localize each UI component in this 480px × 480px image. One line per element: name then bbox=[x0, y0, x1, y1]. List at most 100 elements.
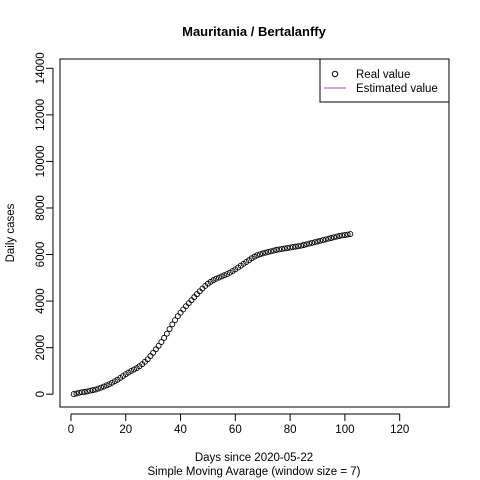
data-point bbox=[309, 239, 315, 246]
data-point bbox=[330, 234, 337, 241]
data-point bbox=[70, 391, 77, 398]
y-tick-label: 8000 bbox=[35, 195, 47, 221]
y-tick-label: 12000 bbox=[35, 99, 47, 131]
data-points bbox=[70, 231, 354, 398]
data-point bbox=[303, 241, 310, 248]
data-point bbox=[172, 317, 179, 324]
data-point bbox=[210, 277, 217, 284]
data-point bbox=[103, 382, 110, 389]
data-point bbox=[221, 272, 228, 279]
data-point bbox=[161, 334, 168, 341]
data-point bbox=[84, 388, 91, 395]
data-point bbox=[311, 239, 318, 246]
legend-box bbox=[319, 58, 450, 103]
chart-subtitle: Simple Moving Avarage (window size = 7) bbox=[148, 466, 361, 478]
data-point bbox=[76, 389, 83, 396]
legend-label-estimated: Estimated value bbox=[356, 83, 438, 95]
y-tick-label: 14000 bbox=[35, 52, 47, 84]
data-point bbox=[289, 244, 296, 251]
y-axis-label: Daily cases bbox=[5, 203, 17, 262]
legend: Real value Estimated value bbox=[319, 58, 450, 103]
data-point bbox=[273, 246, 280, 253]
data-point bbox=[111, 378, 118, 385]
data-point bbox=[81, 388, 88, 395]
data-point bbox=[347, 231, 354, 237]
x-tick-label: 40 bbox=[174, 424, 187, 436]
data-point bbox=[341, 232, 348, 238]
data-point bbox=[254, 252, 261, 259]
data-point bbox=[188, 297, 195, 304]
data-point bbox=[333, 233, 340, 240]
y-tick-label: 2000 bbox=[35, 335, 47, 361]
data-point bbox=[251, 253, 258, 260]
x-tick-label: 20 bbox=[119, 424, 132, 436]
data-point bbox=[150, 349, 157, 356]
data-point bbox=[158, 339, 165, 346]
data-point bbox=[73, 390, 80, 397]
y-tick-label: 4000 bbox=[35, 288, 47, 314]
data-point bbox=[191, 294, 198, 301]
data-point bbox=[281, 245, 288, 252]
data-point bbox=[298, 242, 305, 249]
data-point bbox=[336, 232, 343, 239]
data-point bbox=[292, 243, 299, 250]
data-point bbox=[325, 235, 332, 242]
data-point bbox=[155, 342, 162, 349]
legend-circle-marker bbox=[331, 70, 339, 78]
plot-frame bbox=[59, 58, 450, 408]
data-point bbox=[106, 381, 113, 388]
data-point bbox=[218, 273, 225, 280]
data-point bbox=[152, 346, 159, 353]
data-point bbox=[322, 236, 329, 243]
data-point bbox=[87, 387, 94, 394]
x-axis: 0 20 40 60 80 100 120 bbox=[68, 413, 409, 436]
x-tick-label: 80 bbox=[284, 424, 297, 436]
x-axis-label: Days since 2020-05-22 bbox=[195, 452, 313, 464]
data-point bbox=[92, 386, 99, 393]
data-point bbox=[287, 244, 294, 251]
y-tick-label: 10000 bbox=[35, 145, 47, 177]
data-point bbox=[180, 306, 187, 313]
data-point bbox=[267, 248, 274, 255]
data-point bbox=[265, 249, 272, 255]
data-point bbox=[163, 330, 170, 337]
data-point bbox=[328, 235, 335, 241]
legend-label-real: Real value bbox=[356, 69, 410, 81]
data-point bbox=[320, 237, 326, 244]
y-axis: 0 2000 4000 6000 8000 10000 12000 14000 bbox=[35, 52, 54, 397]
chart-title: Mauritania / Bertalanffy bbox=[182, 24, 327, 39]
y-tick-label: 0 bbox=[35, 391, 47, 397]
data-point bbox=[183, 303, 189, 310]
data-point bbox=[215, 274, 222, 281]
data-point bbox=[131, 366, 137, 373]
data-point bbox=[224, 271, 231, 278]
data-point bbox=[284, 245, 291, 251]
data-point bbox=[177, 309, 184, 316]
data-point bbox=[257, 251, 263, 258]
data-point bbox=[259, 250, 266, 257]
data-point bbox=[314, 238, 321, 245]
data-point bbox=[278, 245, 285, 252]
data-point bbox=[270, 247, 277, 254]
x-tick-label: 0 bbox=[68, 424, 74, 436]
data-point bbox=[262, 249, 269, 256]
data-point bbox=[317, 237, 324, 244]
data-point bbox=[300, 242, 307, 248]
data-point bbox=[339, 232, 346, 239]
data-point bbox=[344, 231, 351, 238]
data-point bbox=[185, 300, 192, 307]
data-point bbox=[95, 385, 102, 392]
x-tick-label: 100 bbox=[335, 424, 354, 436]
data-point bbox=[213, 275, 220, 282]
x-tick-label: 120 bbox=[390, 424, 409, 436]
x-tick-label: 60 bbox=[229, 424, 242, 436]
data-point bbox=[166, 326, 173, 332]
data-point bbox=[147, 353, 154, 359]
data-point bbox=[276, 246, 283, 253]
data-point bbox=[306, 240, 313, 247]
y-tick-label: 6000 bbox=[35, 242, 47, 268]
data-point bbox=[98, 384, 105, 391]
data-point bbox=[295, 243, 302, 250]
data-point bbox=[169, 321, 176, 328]
